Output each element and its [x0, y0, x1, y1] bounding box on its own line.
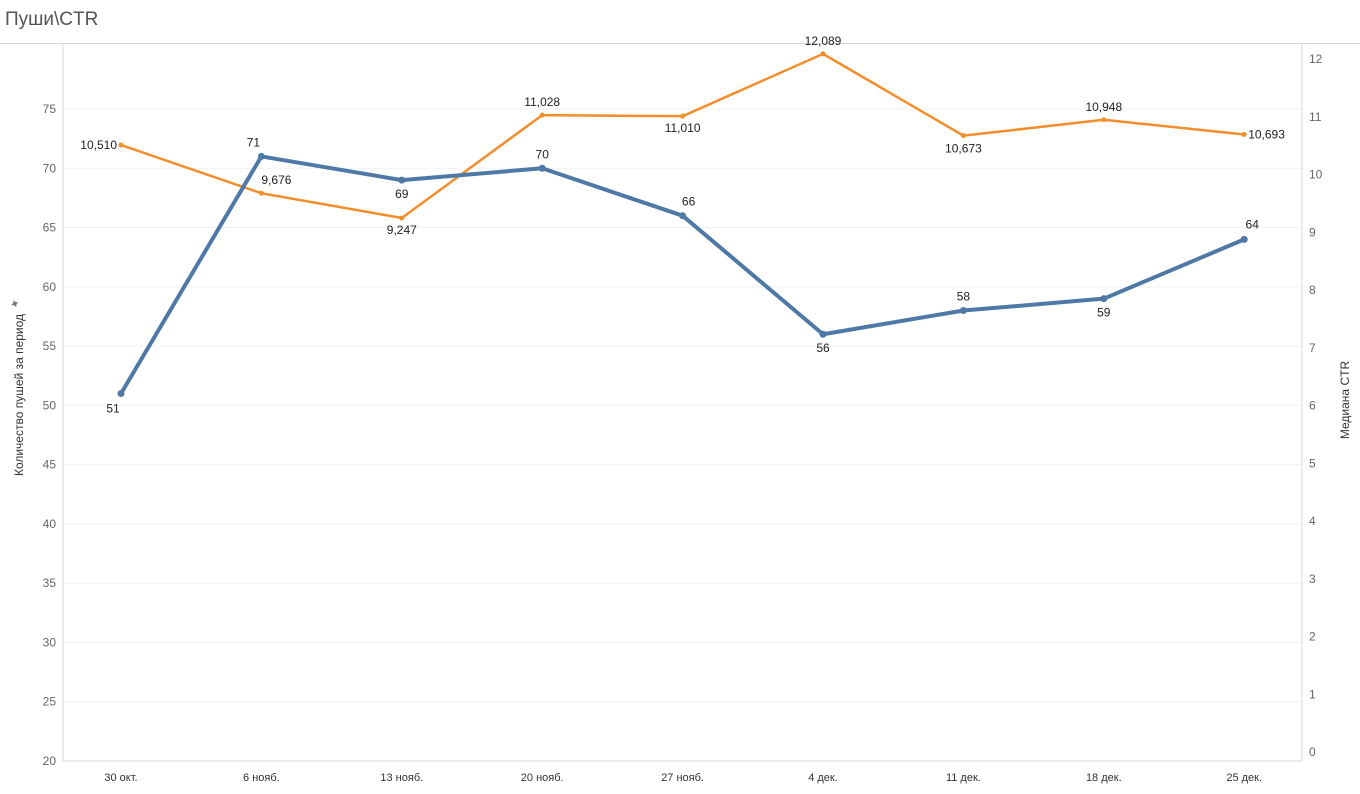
right-tick-label: 6 — [1309, 399, 1316, 413]
x-tick-label: 27 нояб. — [661, 772, 704, 784]
right-tick-label: 8 — [1309, 283, 1316, 297]
ctr-data-label: 11,010 — [665, 121, 701, 135]
series-line-pushes — [119, 154, 1245, 395]
pushes-data-label: 64 — [1246, 217, 1260, 231]
ctr-point — [960, 133, 966, 139]
left-tick-label: 60 — [43, 280, 57, 294]
ctr-point — [539, 112, 545, 118]
right-tick-label: 2 — [1309, 630, 1316, 644]
pushes-data-label: 66 — [682, 195, 696, 209]
left-tick-label: 50 — [43, 398, 57, 412]
right-tick-label: 1 — [1309, 687, 1316, 701]
left-tick-label: 40 — [43, 517, 57, 531]
pushes-data-label: 58 — [957, 290, 971, 304]
pushes-point — [1100, 295, 1108, 303]
right-tick-label: 4 — [1309, 514, 1316, 528]
left-tick-label: 35 — [43, 576, 57, 590]
x-tick-label: 30 окт. — [104, 772, 137, 784]
ctr-point — [258, 190, 264, 196]
pushes-point — [1240, 235, 1248, 243]
pushes-point — [959, 307, 967, 315]
ctr-data-label: 11,028 — [524, 95, 560, 109]
ctr-data-label: 10,948 — [1085, 100, 1122, 114]
ctr-point — [399, 215, 405, 221]
pushes-data-label: 59 — [1097, 306, 1111, 320]
right-tick-label: 11 — [1309, 110, 1322, 124]
pushes-data-label: 70 — [536, 147, 550, 161]
x-tick-label: 25 дек. — [1226, 772, 1262, 784]
pushes-point — [257, 152, 265, 160]
left-tick-label: 30 — [43, 635, 57, 649]
x-tick-label: 11 дек. — [946, 772, 981, 784]
left-tick-label: 55 — [43, 339, 57, 353]
title-divider — [0, 43, 1360, 44]
pushes-data-label: 51 — [106, 402, 120, 416]
left-tick-label: 75 — [43, 102, 57, 116]
right-tick-label: 7 — [1309, 341, 1316, 355]
left-tick-label: 70 — [43, 161, 57, 175]
chart-title: Пуши\CTR — [5, 9, 99, 30]
pushes-point — [117, 390, 125, 398]
ctr-data-label: 10,673 — [945, 142, 982, 156]
ctr-point — [1101, 117, 1107, 123]
ctr-data-label: 10,510 — [80, 138, 117, 152]
x-tick-label: 6 нояб. — [243, 772, 280, 784]
x-tick-label: 4 дек. — [808, 772, 838, 784]
pushes-point — [679, 212, 687, 220]
ctr-point — [820, 51, 826, 57]
left-tick-label: 65 — [43, 221, 57, 235]
pushes-point — [398, 176, 406, 184]
right-tick-label: 9 — [1309, 225, 1316, 239]
x-tick-label: 20 нояб. — [521, 772, 564, 784]
ctr-data-label: 10,693 — [1248, 127, 1285, 141]
pushes-data-label: 56 — [816, 341, 830, 355]
ctr-point — [680, 113, 686, 119]
pushes-data-label: 71 — [247, 135, 261, 149]
right-tick-label: 12 — [1309, 52, 1323, 66]
series-line-ctr — [120, 52, 1245, 220]
right-tick-label: 10 — [1309, 168, 1323, 182]
left-tick-label: 25 — [43, 695, 57, 709]
pushes-data-label: 69 — [395, 187, 409, 201]
pushes-point — [819, 330, 827, 338]
right-tick-label: 3 — [1309, 572, 1316, 586]
ctr-data-label: 9,247 — [387, 223, 417, 237]
ctr-point — [1241, 131, 1247, 137]
pushes-point — [538, 164, 546, 172]
ctr-data-label: 12,089 — [805, 34, 842, 48]
ctr-data-label: 9,676 — [261, 173, 291, 187]
left-tick-label: 45 — [43, 458, 57, 472]
right-tick-label: 0 — [1309, 745, 1316, 759]
left-tick-label: 20 — [43, 754, 57, 768]
ctr-point — [118, 142, 124, 148]
x-tick-label: 18 дек. — [1086, 772, 1122, 784]
right-tick-label: 5 — [1309, 456, 1316, 470]
x-tick-label: 13 нояб. — [380, 772, 423, 784]
